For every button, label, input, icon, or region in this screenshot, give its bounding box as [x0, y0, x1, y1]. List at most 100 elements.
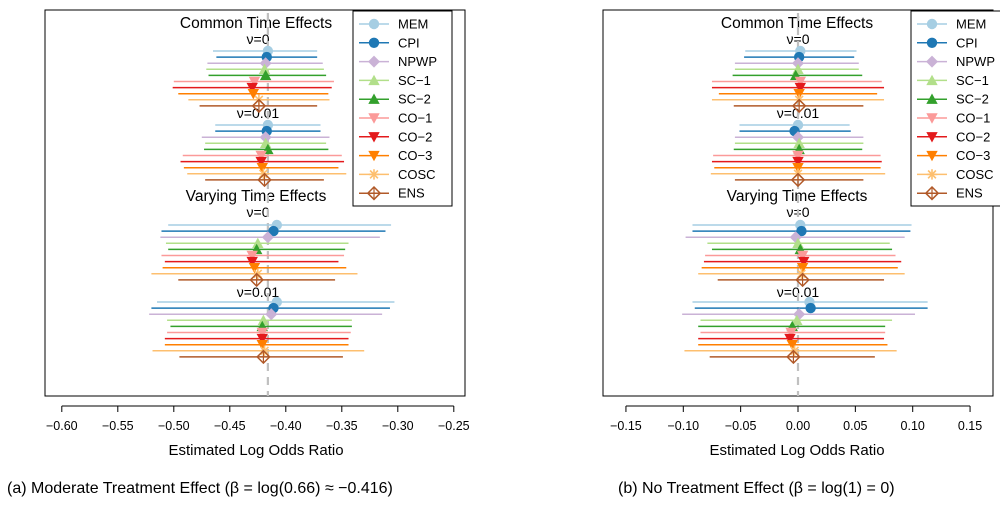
legend-marker	[926, 93, 938, 104]
legend-label: ENS	[398, 186, 425, 201]
legend-label: NPWP	[398, 54, 437, 69]
legend-label: COSC	[956, 167, 994, 182]
panel-a-subgroup-label-1: ν=0	[247, 31, 270, 47]
legend-label: MEM	[398, 17, 428, 32]
panel-b-point-estimate	[793, 137, 805, 148]
panel-a-point-estimate	[259, 57, 272, 70]
legend-marker	[368, 18, 380, 30]
panel-a-point-estimate	[257, 314, 270, 325]
panel-b-point-estimate	[792, 156, 804, 168]
panel-a-x-tick-label: −0.40	[270, 419, 302, 433]
legend-marker	[366, 185, 382, 201]
legend-label: CPI	[398, 35, 420, 50]
panel-b-chart: Common Time Effects ν=0 ν=0.01 Varying T…	[602, 9, 1000, 459]
panel-a-point-estimate	[268, 225, 279, 237]
legend-marker	[926, 132, 938, 143]
panel-a-x-axis-title: Estimated Log Odds Ratio	[168, 442, 343, 459]
legend-marker	[924, 185, 940, 201]
panel-a-x-tick-label: −0.60	[46, 419, 78, 433]
panel-a-x-tick-label: −0.30	[382, 419, 414, 433]
panel-a-point-estimate	[255, 156, 267, 168]
panel-a-point-estimate	[256, 163, 268, 174]
panel-b-point-estimate	[786, 340, 798, 351]
panel-a-point-estimate	[248, 76, 261, 88]
legend-label: SC−2	[398, 92, 431, 107]
panel-b-point-estimate	[784, 333, 796, 345]
panel-a-point-estimate	[246, 256, 258, 268]
panel-b-point-estimate	[795, 272, 810, 288]
legend-marker	[368, 37, 380, 48]
legend-marker	[926, 113, 938, 124]
panel-b-point-estimate	[792, 131, 804, 144]
legend-marker	[926, 55, 938, 68]
legend-label: CO−1	[398, 111, 432, 126]
panel-b-point-estimate	[794, 82, 806, 94]
panel-b-point-estimate	[792, 163, 804, 174]
panel-a-chart: Common Time Effects ν=0 ν=0.01 Varying T…	[44, 9, 470, 459]
panel-a-subgroup-label-4: ν=0.01	[237, 284, 280, 300]
panel-a-x-tick-label: −0.25	[438, 419, 470, 433]
legend-marker	[926, 150, 938, 162]
panel-b-point-estimate	[792, 57, 804, 70]
panel-b-point-estimate	[793, 89, 805, 100]
legend-marker	[368, 93, 380, 104]
panel-b-x-axis-title: Estimated Log Odds Ratio	[709, 442, 884, 459]
panel-b-point-estimate	[790, 172, 806, 188]
panel-b-x-tick-label: 0.10	[901, 419, 925, 433]
panel-a-point-estimate	[247, 89, 260, 100]
panel-b-point-estimate	[792, 150, 804, 162]
legend-label: MEM	[956, 17, 986, 32]
legend-label: CO−2	[956, 129, 990, 144]
panel-a-point-estimate	[249, 272, 264, 288]
panel-b-point-estimate	[785, 327, 797, 339]
panel-a-point-estimate	[256, 349, 271, 365]
legend-marker	[368, 169, 380, 180]
panel-b-x-tick-label: 0.15	[958, 419, 982, 433]
legend-marker	[368, 55, 380, 68]
panel-a-point-estimate	[261, 231, 274, 244]
panel-a-point-estimate	[256, 333, 268, 345]
panel-a-point-estimate	[251, 98, 267, 114]
legend-marker	[926, 18, 938, 30]
panel-b-x-tick-label: −0.05	[725, 419, 757, 433]
panel-b-x-tick-label: 0.00	[786, 419, 810, 433]
panel-a-point-estimate	[252, 237, 264, 248]
legend-label: CPI	[956, 35, 978, 50]
panel-a-point-estimate	[255, 150, 267, 162]
legend-label: CO−2	[398, 129, 432, 144]
panel-a-x-tick-label: −0.45	[214, 419, 246, 433]
panel-a-x-tick-label: −0.50	[158, 419, 190, 433]
panel-b-point-estimate	[791, 98, 807, 114]
panel-b-point-estimate	[805, 302, 816, 314]
panel-b-point-estimate	[796, 225, 807, 237]
panel-a-point-estimate	[256, 340, 268, 351]
panel-b-point-estimate	[798, 256, 810, 268]
panel-a-point-estimate	[259, 131, 272, 144]
panel-b-caption: (b) No Treatment Effect (β = log(1) = 0)	[618, 480, 895, 497]
panel-b-point-estimate	[794, 76, 806, 88]
panel-b-legend: MEM CPI NPWP SC−1 SC−2 CO−1 CO−2 CO−3 COSC ENS	[910, 10, 1000, 207]
legend-label: CO−1	[956, 111, 990, 126]
panel-b-point-estimate	[786, 349, 801, 365]
panel-b-x-tick-label: −0.15	[610, 419, 642, 433]
legend-label: COSC	[398, 167, 436, 182]
panel-a-subgroup-label-3: ν=0	[247, 204, 270, 220]
panel-a-group-title-common: Common Time Effects	[180, 15, 332, 32]
legend-marker	[926, 74, 938, 86]
legend-label: ENS	[956, 186, 983, 201]
panel-a-caption: (a) Moderate Treatment Effect (β = log(0…	[7, 480, 393, 497]
legend-marker	[368, 132, 380, 143]
panel-b-x-tick-label: −0.10	[667, 419, 699, 433]
panel-a-legend: MEM CPI NPWP SC−1 SC−2 CO−1 CO−2 CO−3 COSC ENS	[352, 10, 453, 207]
legend-marker	[368, 113, 380, 124]
legend-marker	[368, 74, 380, 86]
panel-a-point-estimate	[259, 69, 272, 81]
panel-b-x-tick-label: 0.05	[843, 419, 867, 433]
panel-a-point-estimate	[265, 308, 278, 321]
legend-marker	[926, 37, 938, 48]
panel-a-x-tick-label: −0.35	[326, 419, 358, 433]
panel-b-subgroup-label-1: ν=0	[787, 31, 810, 47]
panel-a-point-estimate	[248, 263, 261, 274]
panel-b-subgroup-label-4: ν=0.01	[777, 284, 820, 300]
